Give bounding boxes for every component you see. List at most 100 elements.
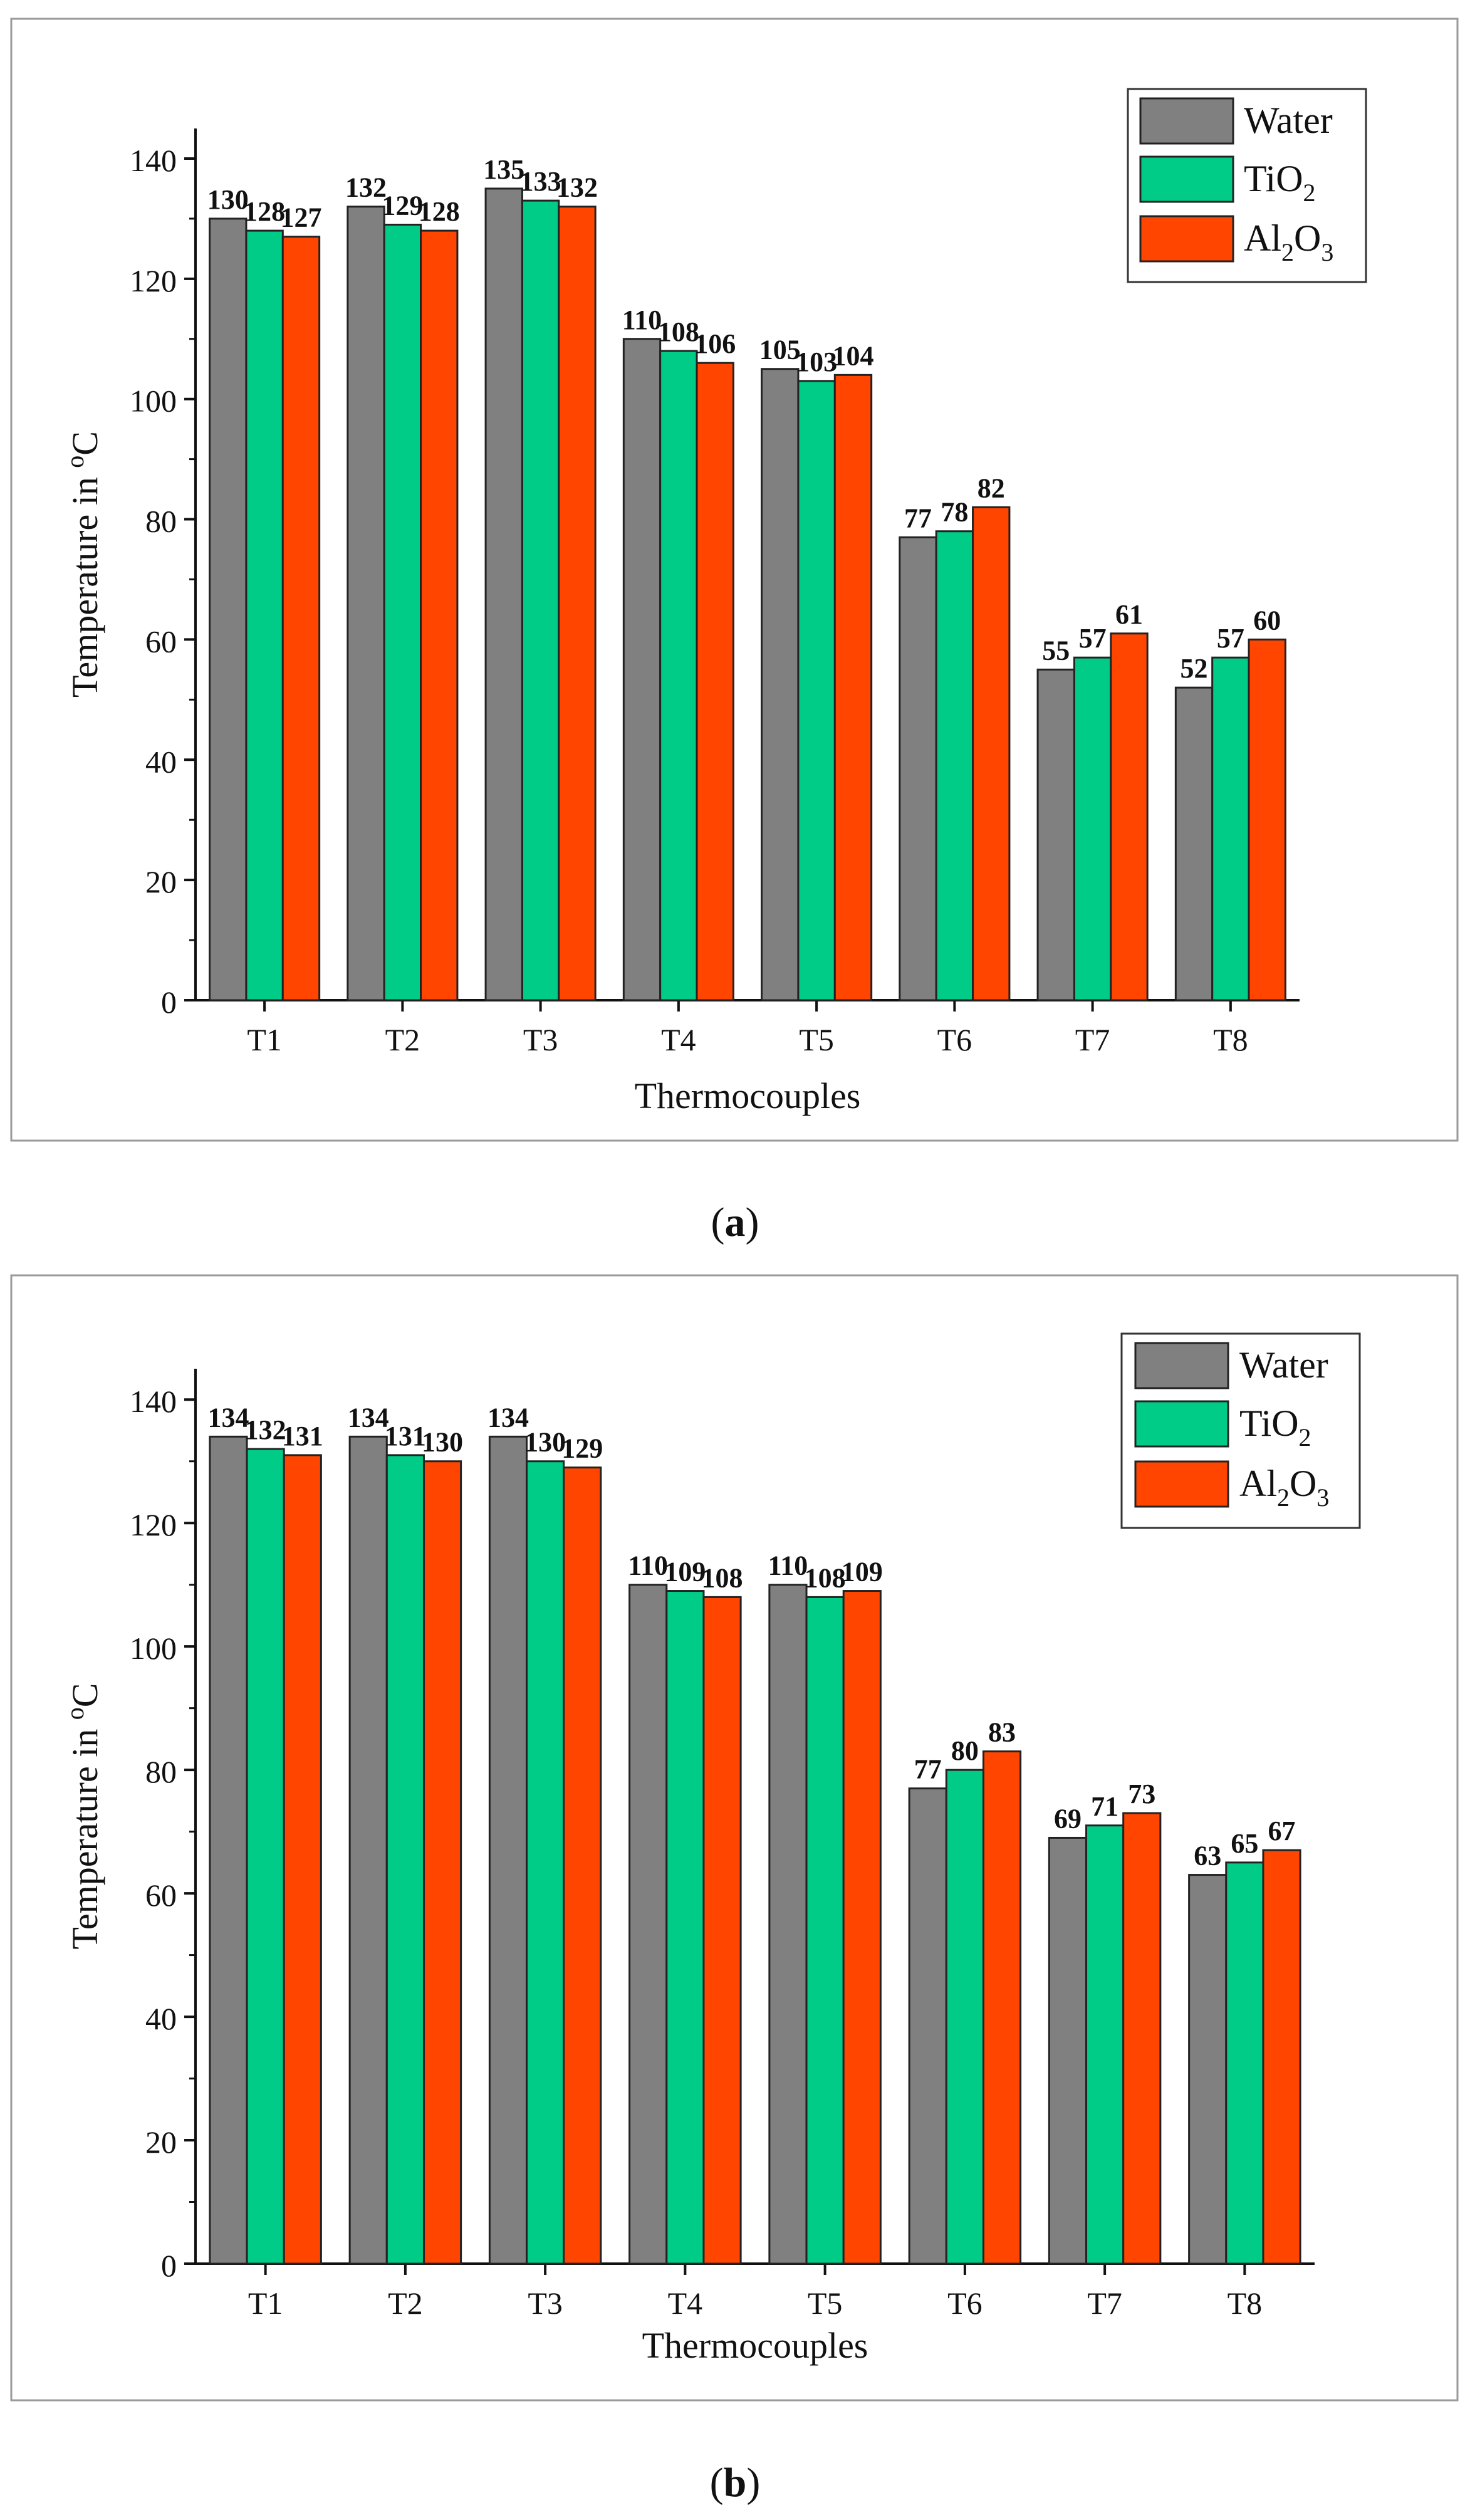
- panel-b-data-label-tio2-T6: 80: [951, 1735, 979, 1766]
- panel-b-xtick-label-T8: T8: [1228, 2286, 1263, 2321]
- panel-a-ytick-label-20: 20: [145, 864, 177, 899]
- panel-a-data-label-water-T3: 135: [483, 154, 524, 185]
- panel-b-xtick-label-T7: T7: [1087, 2286, 1122, 2321]
- panel-b-xtick-label-T6: T6: [947, 2286, 983, 2321]
- panel-b-bar-water-T5: [768, 1584, 808, 2265]
- panel-b-data-label-water-T6: 77: [914, 1754, 942, 1785]
- panel-b-bar-tio2-T1: [246, 1448, 285, 2265]
- panel-a-data-label-water-T1: 130: [207, 184, 249, 215]
- panel-a-y-axis-label: Temperature in oC: [61, 431, 105, 698]
- panel-b-bar-tio2-T3: [526, 1460, 565, 2265]
- panel-a-data-label-water-T6: 77: [904, 503, 932, 533]
- panel-b-data-label-water-T1: 134: [207, 1402, 249, 1433]
- panel-a-bar-tio2-T7: [1073, 656, 1112, 1001]
- panel-a-ytick-label-80: 80: [145, 504, 177, 539]
- panel-a-legend-swatch-al2o3: [1139, 215, 1234, 263]
- panel-a-bar-water-T4: [622, 338, 662, 1001]
- panel-b-data-label-tio2-T3: 130: [524, 1427, 566, 1458]
- panel-a-data-label-tio2-T4: 108: [658, 316, 699, 347]
- panel-a-data-label-tio2-T2: 129: [382, 190, 423, 221]
- panel-a-bar-water-T5: [761, 368, 800, 1001]
- panel-b-bar-water-T4: [628, 1584, 668, 2265]
- panel-a-legend-item-water: Water: [1139, 97, 1333, 145]
- panel-b-legend-label-al2o3: Al2O3: [1239, 1463, 1329, 1512]
- panel-b-legend-label-water: Water: [1239, 1344, 1328, 1386]
- panel-a-xtick-label-T4: T4: [661, 1022, 696, 1057]
- panel-b-bar-al2o3-T8: [1262, 1849, 1301, 2265]
- panel-a-xtick-label-T8: T8: [1213, 1022, 1248, 1057]
- chart-panel-a: 0 20 40 60 80 100 120 140 Temperature in oC Therm…: [10, 18, 1459, 1142]
- panel-a-legend-label-tio2: TiO2: [1244, 158, 1316, 207]
- panel-b-xtick-label-T2: T2: [388, 2286, 423, 2321]
- panel-a-data-label-al2o3-T7: 61: [1115, 599, 1143, 630]
- panel-a-xtick-label-T2: T2: [385, 1022, 420, 1057]
- panel-a-ytick-label-0: 0: [161, 985, 177, 1020]
- panel-b-bar-tio2-T8: [1225, 1861, 1264, 2265]
- panel-a-x-axis-label: Thermocouples: [635, 1075, 861, 1116]
- panel-a-data-label-al2o3-T8: 60: [1253, 605, 1281, 635]
- panel-b-data-label-water-T7: 69: [1054, 1803, 1082, 1834]
- panel-a-bar-water-T1: [209, 217, 248, 1001]
- panel-b-data-label-al2o3-T3: 129: [561, 1433, 603, 1464]
- panel-a-ytick-label-60: 60: [145, 624, 177, 659]
- panel-b-ytick-label-20: 20: [145, 2125, 177, 2160]
- panel-b-data-label-tio2-T2: 131: [385, 1421, 426, 1451]
- panel-b-data-label-al2o3-T1: 131: [282, 1421, 323, 1451]
- panel-a-data-label-tio2-T7: 57: [1079, 623, 1107, 654]
- panel-b-legend-item-tio2: TiO2: [1134, 1400, 1311, 1451]
- panel-b-xtick-label-T3: T3: [528, 2286, 563, 2321]
- panel-a-data-label-al2o3-T5: 104: [832, 340, 873, 371]
- panel-a-bar-tio2-T4: [659, 350, 698, 1001]
- panel-b-xtick-label-T5: T5: [808, 2286, 843, 2321]
- panel-b-bar-al2o3-T5: [842, 1590, 882, 2265]
- panel-a-bar-tio2-T1: [245, 229, 284, 1001]
- panel-b-data-label-tio2-T8: 65: [1231, 1828, 1258, 1859]
- panel-b-legend-item-water: Water: [1134, 1342, 1328, 1389]
- panel-a-data-label-al2o3-T2: 128: [419, 196, 460, 227]
- panel-b-bar-water-T7: [1048, 1836, 1088, 2265]
- panel-a-legend-label-al2o3: Al2O3: [1244, 217, 1333, 266]
- panel-b-bar-al2o3-T3: [563, 1467, 602, 2265]
- panel-b-bar-water-T2: [348, 1435, 388, 2265]
- panel-a-data-label-water-T2: 132: [345, 172, 387, 203]
- panel-b-data-label-water-T5: 110: [768, 1550, 808, 1581]
- panel-a-bar-tio2-T6: [935, 530, 974, 1001]
- panel-b-x-axis-label: Thermocouples: [642, 2325, 868, 2366]
- panel-a-xtick-label-T6: T6: [937, 1022, 972, 1057]
- panel-b-data-label-water-T2: 134: [348, 1402, 389, 1433]
- panel-b-data-label-tio2-T7: 71: [1091, 1791, 1118, 1822]
- panel-b-data-label-al2o3-T8: 67: [1268, 1816, 1296, 1846]
- panel-a-data-label-water-T8: 52: [1181, 653, 1208, 684]
- panel-b-bar-water-T1: [209, 1435, 248, 2265]
- panel-b-bar-tio2-T7: [1085, 1824, 1125, 2265]
- panel-a-bar-water-T2: [347, 206, 385, 1001]
- panel-b-ytick-label-80: 80: [145, 1754, 177, 1789]
- panel-b-data-label-tio2-T1: 132: [245, 1414, 286, 1445]
- panel-b-data-label-al2o3-T4: 108: [702, 1562, 743, 1593]
- panel-b-data-label-tio2-T4: 109: [664, 1557, 706, 1587]
- panel-a-bar-water-T3: [484, 187, 523, 1001]
- panel-a-legend-label-water: Water: [1244, 100, 1333, 141]
- panel-b-data-label-water-T4: 110: [628, 1550, 668, 1581]
- panel-b-bar-al2o3-T6: [982, 1750, 1022, 2265]
- panel-b-ytick-label-40: 40: [145, 2001, 177, 2036]
- caption-a: (a): [711, 1200, 759, 1245]
- panel-b-bar-water-T3: [488, 1435, 528, 2265]
- panel-b-legend-swatch-water: [1134, 1342, 1229, 1389]
- panel-b-plot: 0 20 40 60 80 100 120 140 Temperature in oC Therm…: [61, 1369, 1315, 2366]
- panel-a-bar-water-T6: [899, 536, 937, 1001]
- panel-a-data-label-al2o3-T4: 106: [694, 328, 736, 359]
- panel-a-bar-al2o3-T7: [1110, 632, 1149, 1001]
- panel-a-data-label-tio2-T6: 78: [941, 497, 968, 528]
- panel-a-data-label-water-T5: 105: [759, 335, 801, 365]
- panel-b-ytick-label-60: 60: [145, 1878, 177, 1913]
- panel-b-bar-al2o3-T7: [1122, 1812, 1162, 2265]
- panel-a-legend-swatch-tio2: [1139, 155, 1234, 203]
- panel-b-bar-al2o3-T1: [283, 1454, 322, 2265]
- panel-b-y-axis-label: Temperature in oC: [61, 1683, 105, 1949]
- panel-a-bar-al2o3-T2: [420, 229, 459, 1001]
- caption-b: (b): [710, 2460, 761, 2506]
- panel-b-legend-swatch-al2o3: [1134, 1460, 1229, 1508]
- panel-a-legend: Water TiO2 Al2O3: [1127, 88, 1367, 283]
